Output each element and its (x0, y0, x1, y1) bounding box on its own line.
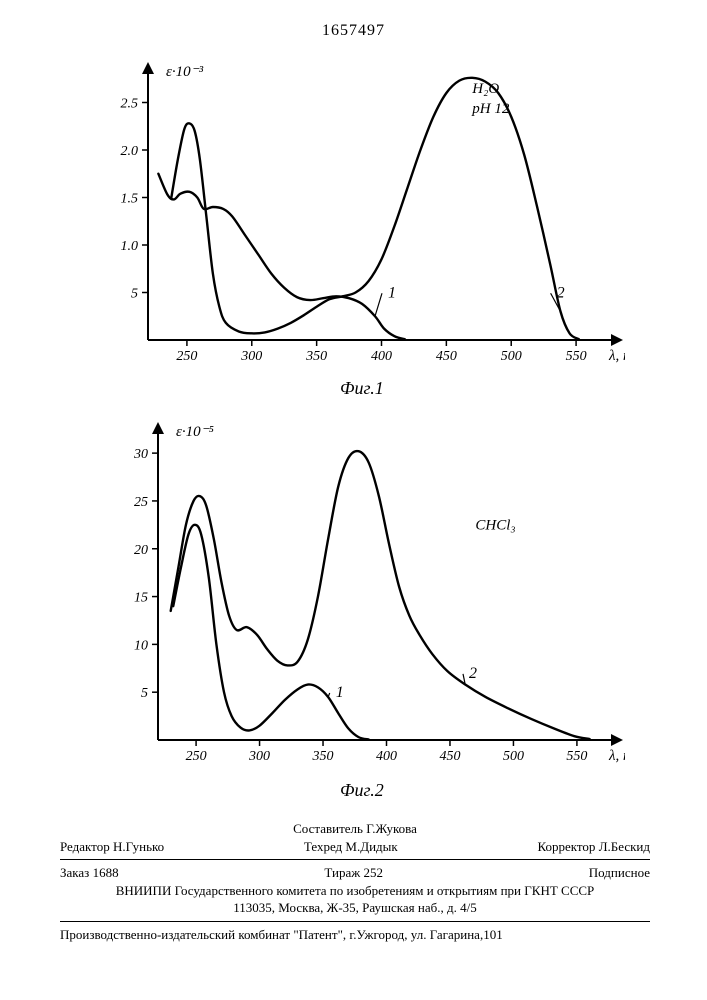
order-value: 1688 (93, 865, 119, 880)
svg-text:250: 250 (186, 749, 207, 764)
document-footer: Составитель Г.Жукова Редактор Н.Гунько Т… (60, 820, 650, 943)
editor-name: Н.Гунько (113, 839, 164, 854)
svg-text:400: 400 (371, 349, 392, 364)
svg-text:2.5: 2.5 (121, 97, 139, 112)
svg-text:350: 350 (312, 749, 334, 764)
order-label: Заказ (60, 865, 89, 880)
org-line-1: ВНИИПИ Государственного комитета по изоб… (60, 882, 650, 900)
svg-text:500: 500 (501, 349, 522, 364)
figure-2-caption: Фиг.2 (340, 780, 384, 801)
svg-text:2: 2 (557, 284, 565, 301)
divider (60, 921, 650, 922)
tirazh-value: 252 (363, 865, 383, 880)
techred-name: М.Дидык (345, 839, 397, 854)
editor-label: Редактор (60, 839, 110, 854)
tirazh-label: Тираж (324, 865, 360, 880)
svg-text:350: 350 (305, 349, 327, 364)
figure-1-chart: 250 300 350 400 450 500 550 5 1.0 1.5 2.0 2.5 ε·10⁻³… (90, 60, 625, 370)
compiler-label: Составитель (293, 821, 363, 836)
svg-text:300: 300 (240, 349, 262, 364)
svg-text:10: 10 (134, 638, 148, 653)
svg-text:300: 300 (248, 749, 270, 764)
svg-text:400: 400 (376, 749, 397, 764)
divider (60, 859, 650, 860)
svg-text:CHCl₃: CHCl₃ (475, 518, 515, 534)
svg-text:550: 550 (566, 349, 587, 364)
svg-text:2: 2 (469, 665, 477, 682)
svg-text:450: 450 (436, 349, 457, 364)
svg-text:550: 550 (566, 749, 587, 764)
compiler-name: Г.Жукова (366, 821, 417, 836)
svg-text:5: 5 (141, 686, 148, 701)
svg-text:450: 450 (439, 749, 460, 764)
svg-text:λ, нм: λ, нм (608, 748, 625, 764)
svg-text:1: 1 (336, 684, 344, 701)
figure-1-caption: Фиг.1 (340, 378, 384, 399)
corrector-name: Л.Бескид (599, 839, 650, 854)
svg-text:15: 15 (134, 591, 148, 606)
svg-text:1.5: 1.5 (121, 192, 139, 207)
svg-text:1.0: 1.0 (121, 239, 139, 254)
svg-text:ε·10⁻³: ε·10⁻³ (166, 64, 204, 80)
svg-text:λ, нм: λ, нм (608, 348, 625, 364)
corrector-label: Корректор (537, 839, 595, 854)
svg-text:30: 30 (133, 447, 148, 462)
press-line: Производственно-издательский комбинат "П… (60, 926, 650, 944)
svg-text:250: 250 (176, 349, 197, 364)
svg-text:25: 25 (134, 495, 148, 510)
svg-text:ε·10⁻⁵: ε·10⁻⁵ (176, 424, 214, 440)
techred-label: Техред (304, 839, 342, 854)
figure-2-chart: 250 300 350 400 450 500 550 5 10 15 20 25 30 ε·10⁻⁵ λ,… (100, 420, 625, 770)
svg-text:1: 1 (388, 284, 396, 301)
svg-text:2.0: 2.0 (121, 144, 139, 159)
svg-text:20: 20 (134, 543, 148, 558)
document-number: 1657497 (0, 22, 707, 40)
org-line-2: 113035, Москва, Ж-35, Раушская наб., д. … (60, 899, 650, 917)
svg-text:500: 500 (503, 749, 524, 764)
subscription-label: Подписное (589, 864, 650, 882)
svg-text:5: 5 (131, 287, 138, 302)
